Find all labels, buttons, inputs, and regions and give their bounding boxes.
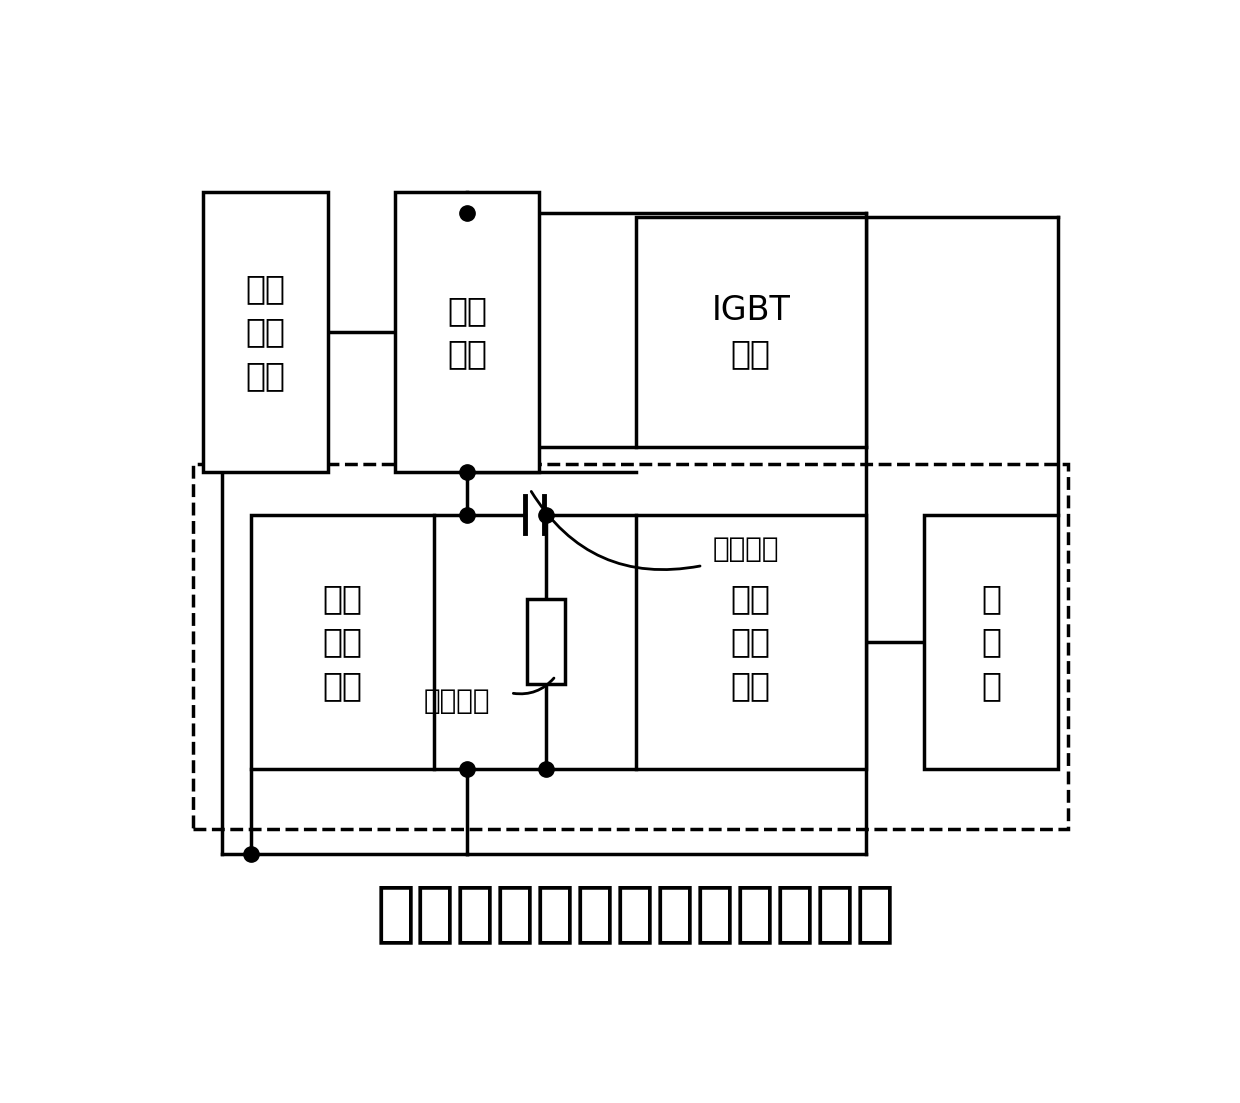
FancyArrowPatch shape bbox=[531, 492, 701, 569]
Bar bbox=[193, 463, 1068, 828]
Text: 母线
电容: 母线 电容 bbox=[448, 293, 487, 371]
Bar bbox=[527, 600, 565, 684]
Text: 变频器母线电容在线检测装置: 变频器母线电容在线检测装置 bbox=[376, 880, 895, 946]
Bar bbox=[635, 217, 866, 447]
Text: 直流
电源
电路: 直流 电源 电路 bbox=[322, 582, 362, 702]
Bar bbox=[203, 192, 327, 472]
Bar bbox=[924, 514, 1059, 770]
Bar bbox=[396, 192, 539, 472]
FancyArrowPatch shape bbox=[513, 678, 554, 694]
Bar bbox=[635, 514, 866, 770]
Text: 峰値
检测
电路: 峰値 检测 电路 bbox=[730, 582, 771, 702]
Text: 控
制
器: 控 制 器 bbox=[981, 582, 1001, 702]
Text: 三相
电源
开关: 三相 电源 开关 bbox=[246, 272, 285, 392]
Text: IGBT
模组: IGBT 模组 bbox=[712, 293, 790, 371]
Bar bbox=[250, 514, 434, 770]
Text: 检测电阵: 检测电阵 bbox=[424, 687, 491, 716]
Text: 检测电容: 检测电容 bbox=[712, 535, 779, 563]
